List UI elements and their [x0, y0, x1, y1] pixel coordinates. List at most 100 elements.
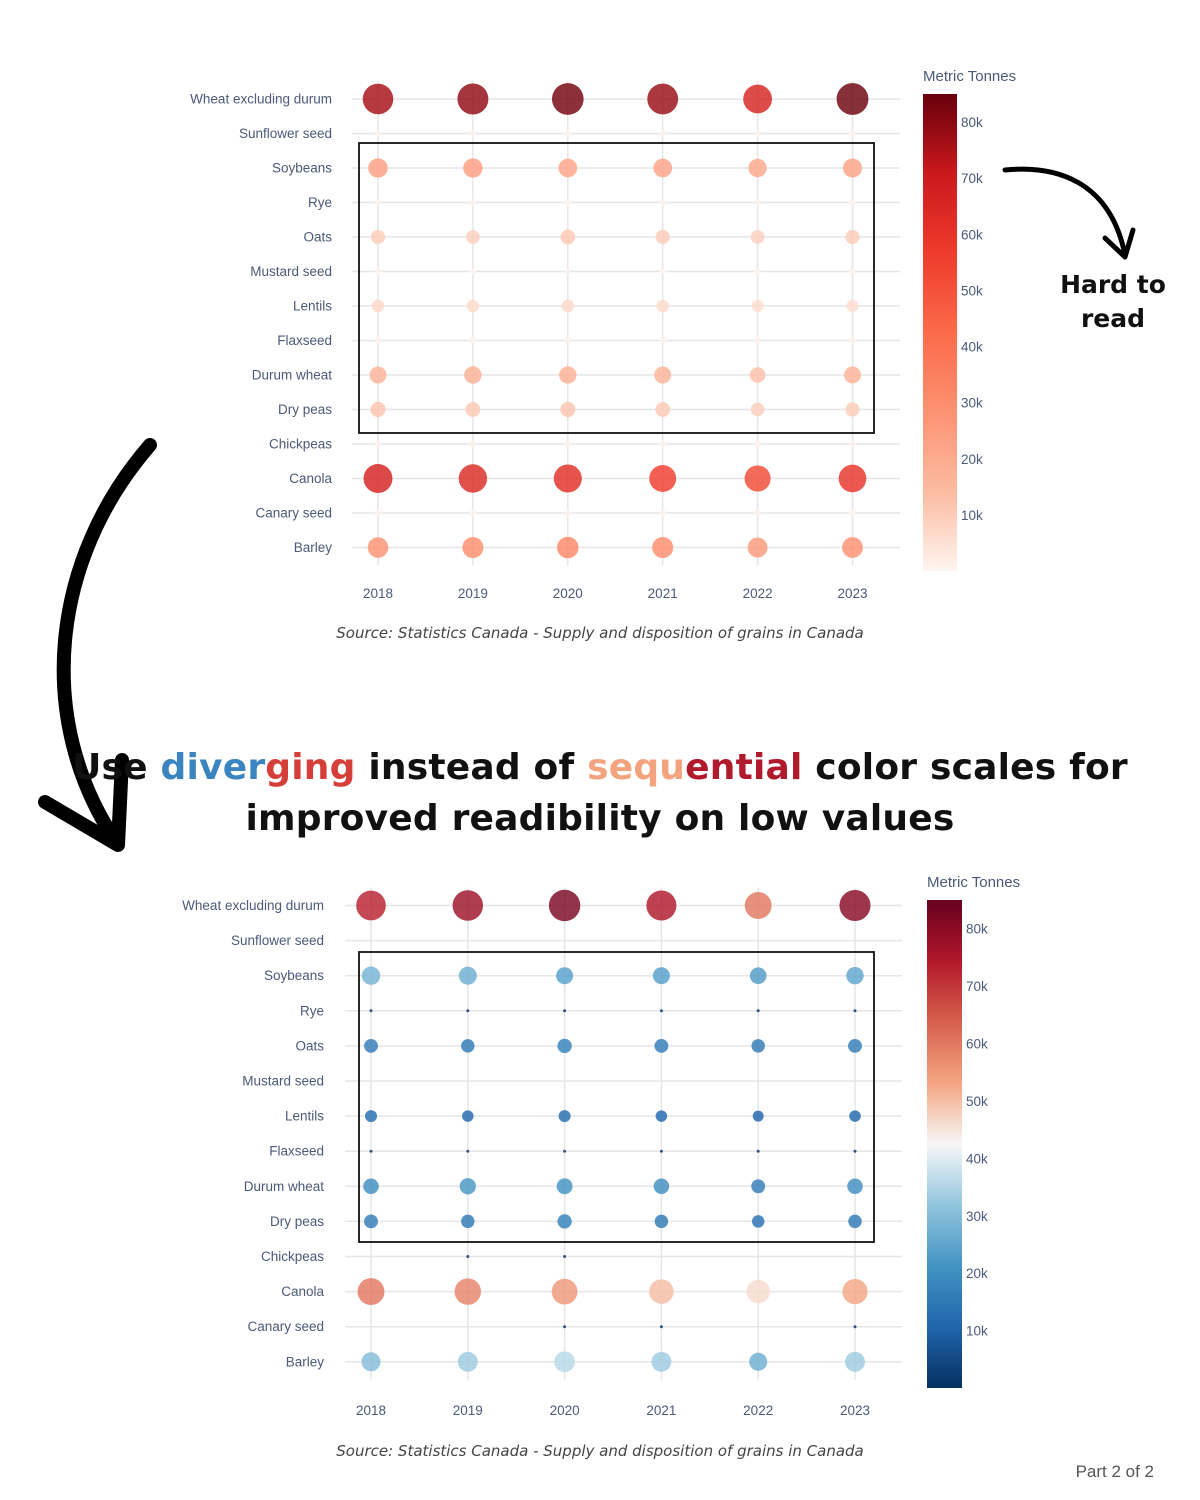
data-point	[464, 366, 482, 384]
data-point	[756, 1009, 760, 1013]
x-tick-label: 2018	[356, 1403, 386, 1418]
data-point	[458, 966, 477, 985]
colorbar-tick-label: 20k	[961, 452, 983, 467]
data-point	[466, 1009, 470, 1013]
data-point	[557, 1038, 572, 1054]
data-point	[652, 536, 674, 559]
y-tick-label: Rye	[300, 1003, 324, 1018]
data-point	[564, 509, 572, 517]
data-point	[653, 158, 673, 178]
data-point	[847, 1178, 863, 1195]
data-point	[556, 1178, 573, 1195]
data-point	[853, 1009, 857, 1013]
data-point	[659, 440, 667, 448]
y-tick-label: Canary seed	[255, 506, 332, 521]
colorbar-tick-label: 40k	[966, 1151, 988, 1166]
x-tick-label: 2019	[453, 1403, 483, 1418]
data-point	[750, 230, 765, 244]
data-point	[846, 299, 859, 313]
y-tick-label: Sunflower seed	[239, 126, 332, 141]
data-point	[370, 401, 386, 418]
data-point	[564, 440, 572, 448]
data-point	[469, 199, 477, 206]
data-point	[747, 537, 768, 558]
data-point	[454, 1278, 482, 1305]
data-point	[848, 1214, 862, 1229]
data-point	[357, 1278, 385, 1306]
headline-word-instead: instead of	[355, 747, 588, 788]
data-point	[560, 229, 576, 245]
data-point	[369, 366, 387, 384]
y-tick-label: Oats	[295, 1038, 324, 1053]
data-point	[659, 130, 666, 137]
colorbar-tick-label: 30k	[961, 396, 983, 411]
source-caption-top: Source: Statistics Canada - Supply and d…	[336, 624, 864, 642]
data-point	[845, 229, 860, 245]
data-point	[659, 509, 667, 517]
data-point	[556, 967, 574, 985]
data-point	[371, 299, 385, 313]
colorbar-tick-label: 70k	[961, 171, 983, 186]
big-curved-arrow-icon	[38, 438, 157, 852]
data-point	[838, 464, 867, 493]
data-point	[751, 1039, 765, 1053]
colorbar-tick-label: 50k	[961, 283, 983, 298]
headline-word-sequential-a: sequ	[587, 747, 686, 788]
colorbar-tick-label: 40k	[961, 340, 983, 355]
y-tick-label: Dry peas	[278, 402, 332, 417]
colorbar	[923, 94, 957, 571]
data-point	[749, 967, 767, 985]
note-line-1: Hard to	[1060, 270, 1166, 299]
y-tick-label: Chickpeas	[261, 1249, 324, 1264]
headline-word-sequential-b: ential	[685, 747, 803, 788]
data-point	[659, 336, 667, 345]
y-tick-label: Rye	[308, 195, 332, 210]
data-point	[848, 336, 857, 345]
data-point	[370, 229, 386, 245]
data-point	[842, 158, 863, 178]
data-point	[849, 1110, 861, 1122]
headline-word-diverging-b: ging	[265, 747, 356, 788]
data-point	[551, 1278, 578, 1305]
x-tick-label: 2021	[648, 586, 678, 601]
data-point	[558, 1110, 571, 1123]
data-point	[849, 130, 856, 137]
data-point	[564, 199, 572, 206]
data-point	[656, 299, 669, 313]
data-point	[751, 1215, 765, 1228]
data-point	[836, 83, 869, 115]
data-point	[560, 401, 576, 418]
y-tick-label: Mustard seed	[250, 264, 332, 279]
data-point	[364, 1110, 378, 1123]
y-tick-label: Barley	[286, 1354, 325, 1369]
data-point	[649, 465, 677, 492]
headline-word-rest: color scales for	[802, 747, 1128, 788]
data-point	[551, 83, 584, 115]
x-tick-label: 2022	[743, 586, 773, 601]
data-point	[466, 230, 480, 244]
data-point	[659, 1149, 663, 1153]
y-tick-label: Durum wheat	[252, 368, 333, 383]
y-tick-label: Lentils	[293, 299, 332, 314]
data-point	[564, 336, 572, 345]
data-point	[754, 130, 761, 137]
y-tick-label: Soybeans	[272, 161, 332, 176]
data-point	[843, 366, 862, 384]
hard-to-read-note: Hard to read	[1048, 268, 1178, 336]
data-point	[369, 1149, 373, 1153]
y-tick-label: Barley	[294, 540, 333, 555]
page-indicator: Part 2 of 2	[1075, 1462, 1154, 1481]
data-point	[374, 336, 382, 345]
data-point	[655, 402, 671, 417]
data-point	[557, 536, 579, 559]
data-point	[649, 1279, 674, 1304]
x-tick-label: 2022	[743, 1403, 773, 1418]
data-point	[368, 158, 388, 178]
data-point	[754, 509, 762, 517]
data-point	[361, 1352, 381, 1372]
y-tick-label: Soybeans	[264, 968, 324, 983]
data-point	[459, 1178, 476, 1195]
colorbar-title: Metric Tonnes	[923, 68, 1016, 85]
diverging-bubble-chart: Wheat excluding durum Sunflower seed Soybe…	[182, 874, 1020, 1418]
data-point	[369, 1009, 373, 1013]
